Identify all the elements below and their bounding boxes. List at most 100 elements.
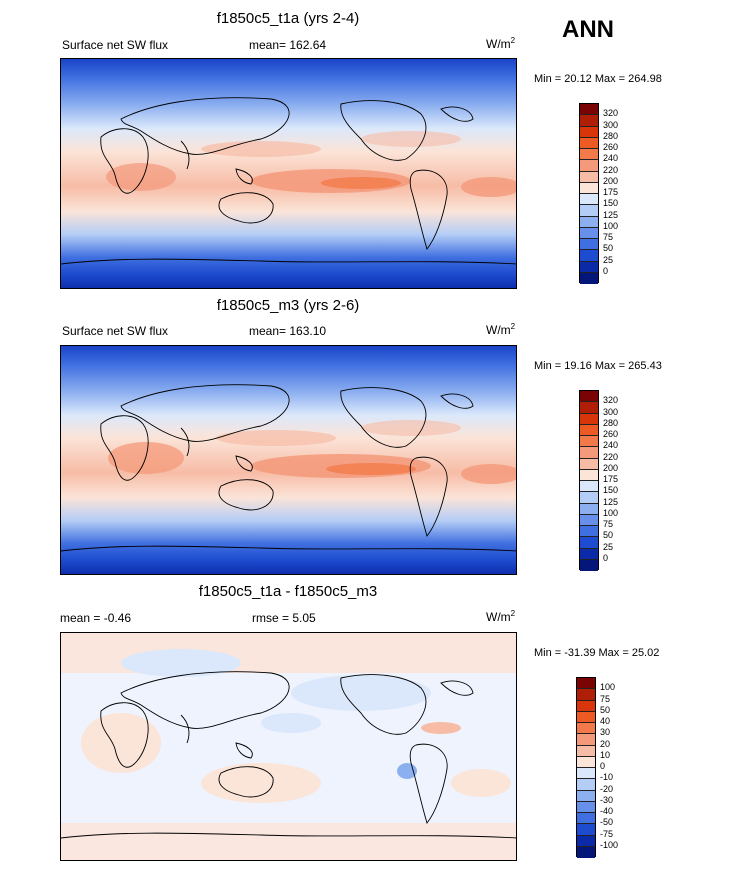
colorbar-swatch — [580, 137, 598, 149]
colorbar-swatch — [577, 734, 595, 746]
season-title: ANN — [562, 16, 614, 43]
colorbar-tick-label: 40 — [600, 716, 611, 726]
colorbar-tick-label: 150 — [603, 198, 619, 209]
panel3-map — [60, 632, 517, 861]
panel3-minmax: Min = -31.39 Max = 25.02 — [534, 647, 660, 659]
panel2-map — [60, 345, 517, 575]
colorbar-tick-label: 220 — [603, 451, 619, 462]
colorbar-swatch — [577, 689, 595, 701]
panel2-colorbar-swatches — [579, 390, 599, 571]
colorbar-swatch — [580, 391, 598, 403]
colorbar-swatch — [577, 801, 595, 813]
colorbar-swatch — [577, 824, 595, 836]
panel2-title: f1850c5_m3 (yrs 2-6) — [216, 297, 360, 314]
colorbar-swatch — [580, 171, 598, 183]
panel1-units: W/m2 — [486, 36, 516, 51]
colorbar-swatch — [580, 194, 598, 206]
colorbar-tick-label: 280 — [603, 417, 619, 428]
colorbar-tick-label: 0 — [600, 761, 606, 771]
colorbar-swatch — [580, 548, 598, 560]
panel1-title: f1850c5_t1a (yrs 2-4) — [216, 10, 360, 27]
panel1-minmax: Min = 20.12 Max = 264.98 — [534, 73, 662, 85]
panel3-mean-label: mean = -0.46 — [60, 611, 132, 625]
colorbar-swatch — [580, 559, 598, 571]
colorbar-swatch — [580, 115, 598, 127]
colorbar-tick-label: 300 — [603, 406, 619, 417]
panel1-map — [60, 58, 517, 289]
colorbar-swatch — [577, 779, 595, 791]
colorbar-tick-label: 30 — [600, 727, 611, 738]
colorbar-tick-label: 0 — [603, 265, 609, 276]
panel2-units: W/m2 — [486, 322, 516, 337]
colorbar-swatch — [580, 205, 598, 217]
colorbar-tick-label: 25 — [603, 541, 614, 552]
colorbar-tick-label: 75 — [600, 693, 611, 704]
colorbar-swatch — [580, 182, 598, 194]
colorbar-swatch — [577, 813, 595, 825]
colorbar-tick-label: 50 — [600, 704, 611, 715]
colorbar-swatch — [577, 835, 595, 847]
colorbar-swatch — [577, 756, 595, 768]
colorbar-tick-label: 175 — [603, 187, 619, 197]
panel3-colorbar-swatches — [576, 677, 596, 858]
colorbar-swatch — [580, 537, 598, 549]
colorbar-tick-label: 50 — [603, 530, 614, 541]
panel2-mean-label: mean= 163.10 — [249, 324, 327, 338]
colorbar-swatch — [580, 447, 598, 459]
colorbar-swatch — [580, 261, 598, 273]
panel1-variable-label: Surface net SW flux — [62, 38, 169, 52]
colorbar-tick-label: 0 — [603, 552, 609, 563]
colorbar-swatch — [580, 126, 598, 138]
colorbar-swatch — [580, 481, 598, 493]
colorbar-swatch — [580, 458, 598, 470]
panel3-colorbar: 100 75 50 40 30 20 10 0 -10 -20 -30 -40 -50 -75 -100 — [576, 677, 636, 858]
colorbar-tick-label: 240 — [603, 153, 619, 164]
colorbar-swatch — [580, 503, 598, 515]
colorbar-swatch — [577, 846, 595, 858]
colorbar-swatch — [577, 700, 595, 712]
colorbar-swatch — [580, 272, 598, 284]
panel1-colorbar-swatches — [579, 103, 599, 284]
colorbar-swatch — [580, 160, 598, 172]
colorbar-swatch — [577, 768, 595, 780]
colorbar-swatch — [577, 678, 595, 690]
colorbar-tick-label: 100 — [603, 507, 619, 518]
colorbar-swatch — [580, 424, 598, 436]
colorbar-tick-label: 240 — [603, 440, 619, 451]
panel2-colorbar: 320 300 280 260 240 220 200 175 150 125 100 75 50 25 0 — [579, 390, 639, 571]
colorbar-swatch — [580, 402, 598, 414]
colorbar-tick-label: 125 — [603, 209, 619, 220]
colorbar-swatch — [580, 526, 598, 538]
panel2-minmax: Min = 19.16 Max = 265.43 — [534, 360, 662, 372]
colorbar-tick-label: 150 — [603, 485, 619, 496]
colorbar-tick-label: 10 — [600, 749, 611, 760]
colorbar-swatch — [577, 723, 595, 735]
colorbar-tick-label: 320 — [603, 395, 619, 406]
panel1-colorbar: 320 300 280 260 240 220 200 175 150 125 100 75 50 25 0 — [579, 103, 639, 284]
colorbar-tick-label: 300 — [603, 119, 619, 130]
colorbar-tick-label: 50 — [603, 243, 614, 254]
colorbar-swatch — [580, 469, 598, 481]
colorbar-tick-label: 100 — [600, 682, 616, 693]
panel2-variable-label: Surface net SW flux — [62, 324, 169, 338]
panel1-mean-label: mean= 162.64 — [249, 38, 327, 52]
colorbar-tick-label: -75 — [600, 828, 614, 839]
colorbar-tick-label: -30 — [600, 794, 614, 805]
panel3-title: f1850c5_t1a - f1850c5_m3 — [198, 583, 378, 600]
colorbar-tick-label: 100 — [603, 220, 619, 231]
colorbar-swatch — [577, 745, 595, 757]
colorbar-swatch — [577, 711, 595, 723]
colorbar-tick-label: 25 — [603, 254, 614, 265]
colorbar-swatch — [580, 514, 598, 526]
colorbar-tick-label: 220 — [603, 164, 619, 175]
colorbar-tick-label: 260 — [603, 142, 619, 152]
colorbar-tick-label: 125 — [603, 496, 619, 507]
panel3-rmse-label: rmse = 5.05 — [252, 611, 316, 625]
colorbar-swatch — [580, 104, 598, 116]
colorbar-tick-label: 200 — [603, 462, 619, 473]
colorbar-tick-label: 75 — [603, 232, 614, 242]
colorbar-tick-label: 20 — [600, 738, 611, 749]
colorbar-tick-label: 280 — [603, 130, 619, 141]
colorbar-tick-label: -40 — [600, 806, 614, 816]
colorbar-tick-label: 320 — [603, 108, 619, 119]
